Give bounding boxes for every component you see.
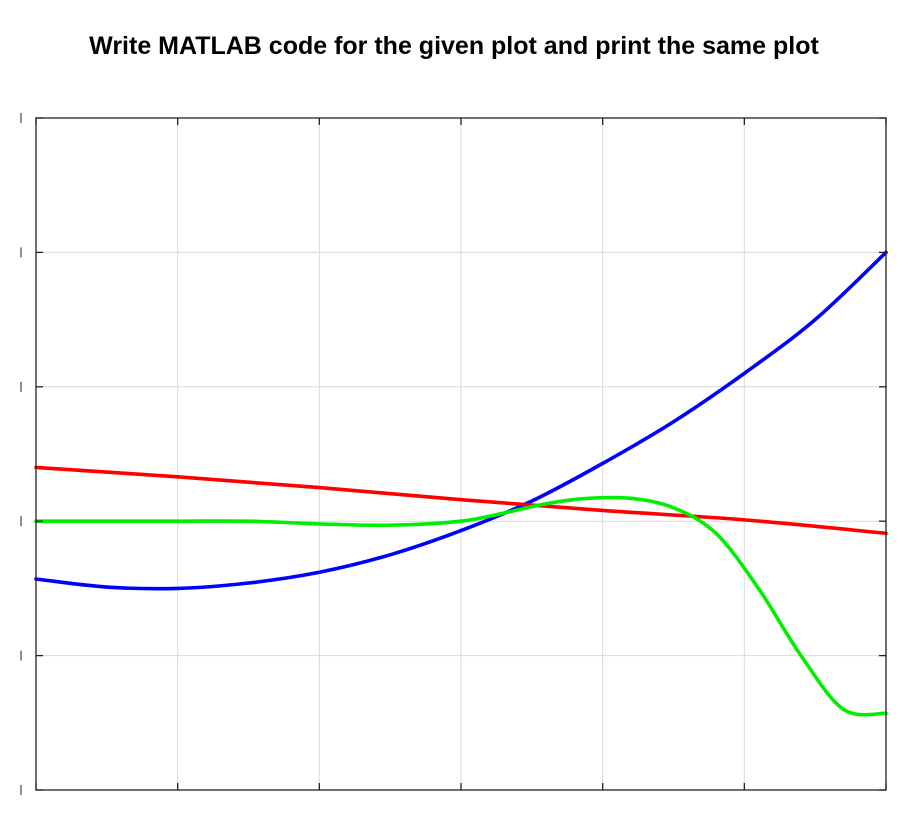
series-lines: [34, 250, 888, 717]
plot-frame: [35, 117, 887, 791]
series-line-1: [34, 250, 888, 591]
series-line-2: [34, 465, 888, 536]
prompt-title: Write MATLAB code for the given plot and…: [89, 32, 819, 60]
plot-area: [34, 117, 888, 791]
series-line-3: [34, 495, 888, 717]
